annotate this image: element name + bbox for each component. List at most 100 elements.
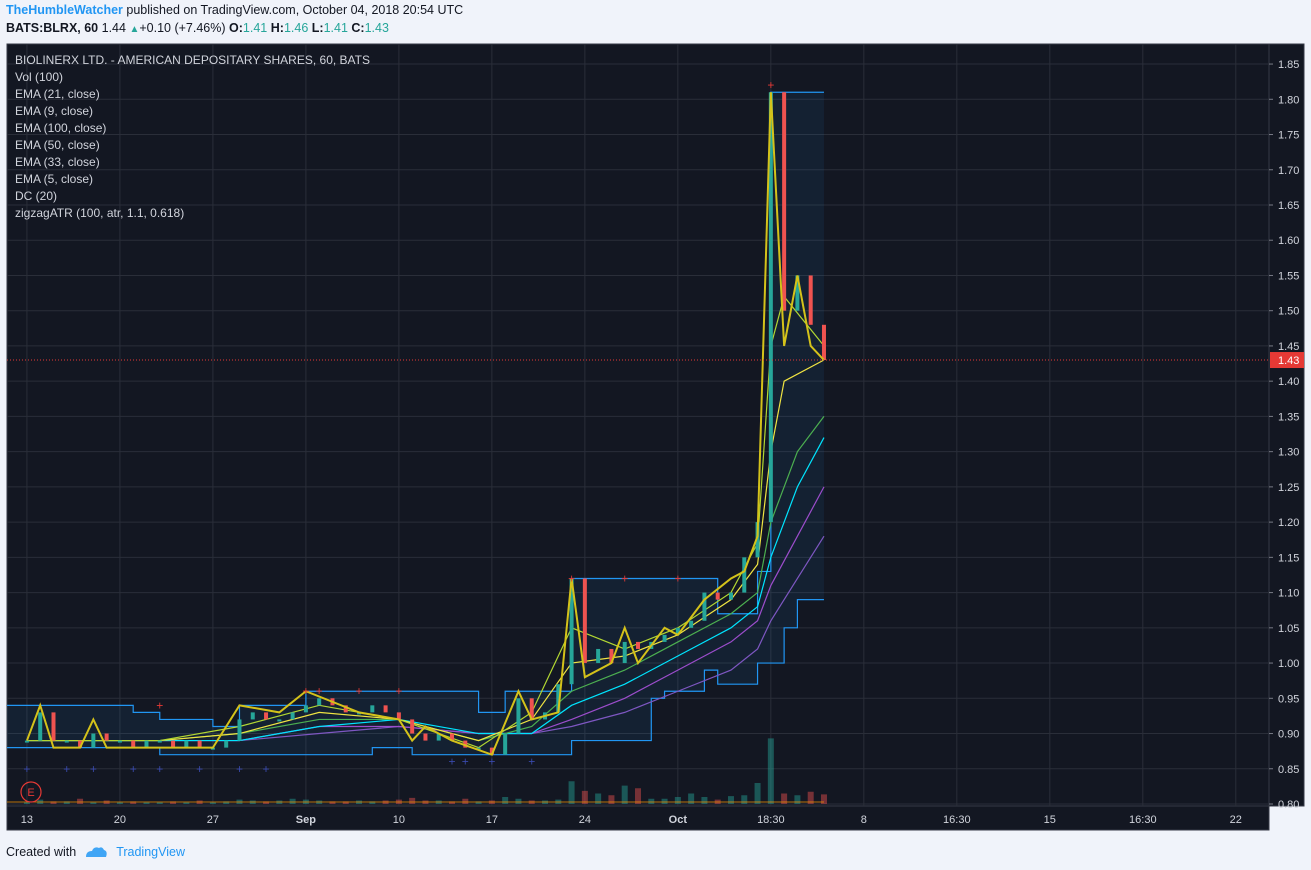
price-candle	[51, 712, 56, 741]
volume-bar	[449, 801, 456, 804]
volume-bar	[209, 802, 216, 804]
volume-bar	[807, 791, 814, 804]
price-candle	[516, 698, 521, 734]
price-candle	[609, 648, 614, 664]
legend-entry: zigzagATR (100, atr, 1.1, 0.618)	[15, 206, 184, 220]
indicator-lines	[7, 91, 826, 756]
earnings-icon[interactable]: E	[20, 781, 42, 803]
price-candle	[742, 557, 747, 593]
price-tick-label: 1.05	[1278, 623, 1299, 635]
price-candle	[131, 740, 136, 748]
price-candle	[264, 712, 269, 720]
time-axis[interactable]	[6, 805, 1270, 831]
price-candle	[64, 740, 69, 743]
published-text: published on TradingView.com, October 04…	[122, 3, 464, 17]
volume-bar	[515, 798, 522, 804]
legend-entry: DC (20)	[15, 189, 57, 203]
pivot-low-marker: +	[528, 755, 535, 769]
pivot-high-marker: +	[356, 684, 363, 698]
volume-bar	[701, 797, 708, 804]
volume-bar	[342, 801, 349, 804]
volume-bar	[63, 801, 70, 804]
price-candle	[383, 705, 388, 713]
volume-bar	[674, 797, 681, 804]
volume-bar	[329, 801, 336, 804]
price-tick-label: 1.80	[1278, 94, 1299, 106]
pivot-low-marker: +	[488, 755, 495, 769]
symbol-info: BATS:BLRX, 60 1.44 ▲+0.10 (+7.46%) O:1.4…	[6, 21, 389, 35]
earnings-label: E	[27, 787, 34, 799]
time-tick-label: 17	[486, 814, 498, 826]
price-candle	[184, 740, 189, 748]
legend-entry: EMA (33, close)	[15, 155, 100, 169]
volume-bar	[635, 788, 641, 804]
pivot-low-marker: +	[236, 762, 243, 776]
footer: Created with TradingView	[6, 845, 185, 859]
price-tick-label: 1.45	[1278, 341, 1299, 353]
pivot-low-marker: +	[156, 762, 163, 776]
volume-bar	[502, 797, 509, 804]
open-value: 1.41	[242, 21, 268, 35]
plot-area[interactable]	[6, 43, 1270, 807]
donchian-channel-fill	[7, 92, 824, 755]
price-candle	[290, 712, 295, 720]
pivot-high-marker: +	[621, 571, 628, 585]
price-tick-label: 1.55	[1278, 270, 1299, 282]
legend-entry: EMA (100, close)	[15, 121, 106, 135]
ema-33-line	[26, 437, 825, 742]
price-candle	[423, 733, 428, 741]
tradingview-link[interactable]: TradingView	[116, 845, 185, 859]
donchian-lower-line	[7, 599, 824, 756]
time-tick-label: 13	[21, 814, 33, 826]
price-candle	[78, 740, 83, 748]
volume-bar	[90, 802, 97, 804]
volume-bar	[409, 797, 416, 804]
price-candle	[410, 719, 415, 734]
volume-bar	[794, 795, 801, 804]
price-candle	[556, 684, 561, 713]
legend-entry: EMA (9, close)	[15, 104, 93, 118]
volume-bar	[475, 801, 482, 804]
price-candle	[782, 92, 787, 311]
price-candle	[582, 578, 587, 664]
price-tick-label: 1.85	[1278, 59, 1299, 71]
ema-21-line	[26, 416, 825, 742]
price-candle	[636, 641, 640, 649]
volume-bar	[289, 798, 296, 804]
price-candle	[436, 733, 441, 741]
price-candle	[237, 719, 242, 741]
price-chart[interactable]: + + + + + + + + + + + + + + + + + + + + + BIOLINERX LTD. - A…	[0, 43, 1311, 833]
grid-lines	[7, 44, 1269, 806]
volume-bar	[621, 785, 628, 804]
price-axis[interactable]	[1268, 43, 1305, 807]
pivot-low-marker: +	[130, 762, 137, 776]
legend-entry: BIOLINERX LTD. - AMERICAN DEPOSITARY SHA…	[15, 53, 370, 67]
price-tick-label: 0.95	[1278, 693, 1299, 705]
price-candle	[755, 522, 760, 558]
volume-bar	[727, 796, 734, 804]
price-change: +0.10 (+7.46%)	[139, 21, 226, 35]
volume-bar	[741, 795, 748, 804]
volume-bar	[143, 802, 150, 804]
price-tick-label: 1.15	[1278, 552, 1299, 564]
volume-bar	[781, 793, 788, 804]
time-tick-label: 10	[393, 814, 405, 826]
indicator-legend: BIOLINERX LTD. - AMERICAN DEPOSITARY SHA…	[15, 53, 370, 220]
price-candle	[38, 712, 43, 741]
time-tick-label: 8	[861, 814, 867, 826]
price-candle	[821, 324, 826, 361]
price-tick-label: 1.00	[1278, 658, 1299, 670]
publisher-name[interactable]: TheHumbleWatcher	[6, 3, 123, 17]
price-candle	[529, 698, 534, 720]
price-candle	[808, 275, 813, 325]
volume-bars	[7, 738, 827, 804]
pivot-low-marker: +	[23, 762, 30, 776]
price-tick-label: 1.10	[1278, 588, 1299, 600]
legend-entry: EMA (50, close)	[15, 138, 100, 152]
last-price-tag: 1.43	[7, 352, 1304, 369]
pivot-low-marker: +	[462, 755, 469, 769]
volume-bar	[648, 798, 655, 804]
price-candle	[715, 592, 720, 600]
time-tick-label: 22	[1230, 814, 1242, 826]
time-tick-label: 24	[579, 814, 591, 826]
